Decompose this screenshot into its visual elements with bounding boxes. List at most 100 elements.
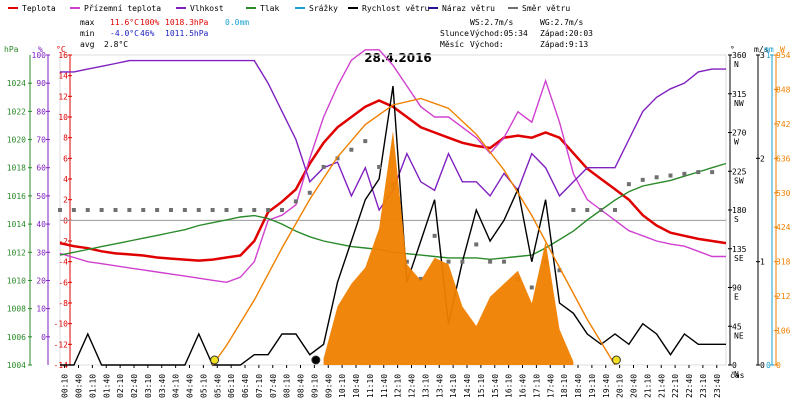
x-tick-label-34: 17:10 (532, 374, 541, 398)
x-tick-label-36: 18:10 (560, 374, 569, 398)
x-tick-label-37: 18:40 (574, 374, 583, 398)
radiation_wm2-tick-label-7: 742 (776, 120, 791, 129)
x-tick-label-6: 03:10 (144, 374, 153, 398)
rain_mm-tick-label-0: 0 (766, 361, 771, 370)
x-tick-label-27: 13:40 (435, 374, 444, 398)
series-1-line (59, 49, 726, 284)
pressure_hpa-tick-label-2: 1008 (7, 305, 26, 314)
x-tick-label-30: 15:10 (477, 374, 486, 398)
series-6-point-28 (446, 259, 451, 264)
legend-label-6: Náraz větru (442, 4, 495, 13)
x-tick-label-20: 10:10 (338, 374, 347, 398)
humidity_pct-tick-label-5: 50 (36, 192, 46, 201)
series-6-point-6 (141, 208, 146, 212)
stat-slunce-zapad: Západ:20:03 (540, 29, 593, 38)
plot-area (58, 49, 727, 366)
series-6-point-41 (626, 182, 631, 187)
stat-slunce-vychod: Východ:05:34 (470, 29, 528, 38)
legend-label-1: Přízemní teplota (84, 4, 161, 13)
series-6-point-17 (293, 199, 298, 204)
x-tick-label-43: 21:40 (657, 374, 666, 398)
series-0-line (59, 99, 727, 262)
radiation_wm2-axis-label: W (780, 45, 785, 54)
wind_dir_deg-tick-label-0: 0 (732, 361, 737, 370)
series-6-point-13 (238, 208, 243, 212)
temperature_c-tick-label-1: -12 (54, 340, 69, 349)
series-6-point-37 (571, 208, 576, 212)
stat-avg-label: avg (80, 40, 95, 49)
humidity_pct-tick-label-9: 90 (36, 79, 46, 88)
wind_dir_deg-dir-label-2: E (734, 293, 739, 302)
x-tick-label-41: 20:40 (630, 374, 639, 398)
wind_dir_deg-tick-label-2: 90 (732, 284, 742, 293)
x-tick-label-3: 01:40 (102, 374, 111, 398)
series-6-point-12 (224, 208, 229, 212)
x-tick-label-7: 03:40 (158, 374, 167, 398)
rain_mm-axis-label: mm (764, 45, 774, 54)
series-6-point-14 (252, 208, 257, 212)
series-6-point-1 (71, 208, 76, 212)
temperature_c-tick-label-3: -8 (58, 299, 68, 308)
x-tick-label-22: 11:10 (366, 374, 375, 398)
x-tick-label-1: 00:40 (75, 374, 84, 398)
stat-ws: WS:2.7m/s (470, 18, 514, 27)
radiation_wm2-tick-label-1: 106 (776, 327, 791, 336)
pressure_hpa-tick-label-5: 1014 (7, 220, 26, 229)
x-tick-label-16: 08:10 (283, 374, 292, 398)
x-tick-label-18: 09:10 (310, 374, 319, 398)
x-tick-label-10: 05:10 (199, 374, 208, 398)
wind_dir_deg-dir-label-8: N (734, 60, 739, 69)
stat-min-label: min (80, 29, 95, 38)
temperature_c-tick-label-10: 6 (63, 154, 68, 163)
stat-mesic-zapad: Západ:9:13 (540, 40, 588, 49)
radiation_wm2-tick-label-2: 212 (776, 292, 791, 301)
rain_mm-tick-label-1: 1 (766, 51, 771, 60)
humidity_pct-tick-label-7: 70 (36, 136, 46, 145)
wind_ms-tick-label-2: 2 (760, 154, 765, 163)
series-6-point-42 (640, 177, 645, 182)
legend-label-4: Srážky (309, 4, 338, 13)
stat-mesic-vychod: Východ: (470, 40, 504, 49)
wind_dir_deg-tick-label-5: 225 (732, 167, 747, 176)
wind_dir_deg-tick-label-7: 315 (732, 90, 747, 99)
series-6-point-40 (613, 208, 617, 212)
radiation_wm2-tick-label-0: 0 (776, 361, 781, 370)
stat-wg: WG:2.7m/s (540, 18, 584, 27)
temperature_c-tick-label-8: 2 (63, 196, 68, 205)
radiation_wm2-tick-label-3: 318 (776, 258, 791, 267)
x-tick-label-19: 09:40 (324, 374, 333, 398)
stat-min-pres: 1011.5hPa (165, 29, 209, 38)
wind_dir_deg-axis-label: ° (730, 45, 735, 54)
stat-min-temp: -4.0°C (110, 29, 139, 38)
x-tick-label-13: 06:40 (241, 374, 250, 398)
chart-title: 28.4.2016 (364, 51, 432, 65)
x-tick-label-0: 00:10 (61, 374, 70, 398)
series-6-point-47 (710, 170, 715, 175)
radiation_wm2-tick-label-9: 954 (776, 51, 791, 60)
wind_dir_deg-dir-label-1: NE (734, 331, 744, 340)
series-6-point-22 (363, 139, 368, 144)
wind_dir_deg-tick-label-3: 135 (732, 245, 747, 254)
humidity_pct-tick-label-10: 100 (32, 51, 47, 60)
stat-max-rain: 0.0mm (225, 18, 249, 27)
humidity_pct-tick-label-3: 30 (36, 248, 46, 257)
humidity_pct-tick-label-8: 80 (36, 107, 46, 116)
x-tick-label-5: 02:40 (130, 374, 139, 398)
series-6-point-0 (58, 208, 62, 212)
pressure_hpa-tick-label-4: 1012 (7, 248, 26, 257)
x-tick-label-42: 21:10 (643, 374, 652, 398)
wind_dir_deg-dir-label-6: W (734, 138, 739, 147)
x-tick-label-21: 10:40 (352, 374, 361, 398)
temperature_c-tick-label-2: -10 (54, 320, 69, 329)
legend-label-7: Směr větru (522, 4, 570, 13)
x-tick-label-39: 19:40 (602, 374, 611, 398)
wind_ms-axis-label: m/s (754, 45, 769, 54)
series-6-point-15 (266, 208, 271, 212)
x-axis-label: čas (730, 370, 745, 380)
series-6-point-36 (557, 268, 562, 273)
wind_ms-tick-label-3: 3 (760, 51, 765, 60)
legend-label-5: Rychlost větru (362, 4, 430, 13)
wind_dir_deg-tick-label-4: 180 (732, 206, 747, 215)
x-tick-label-2: 01:10 (88, 374, 97, 398)
